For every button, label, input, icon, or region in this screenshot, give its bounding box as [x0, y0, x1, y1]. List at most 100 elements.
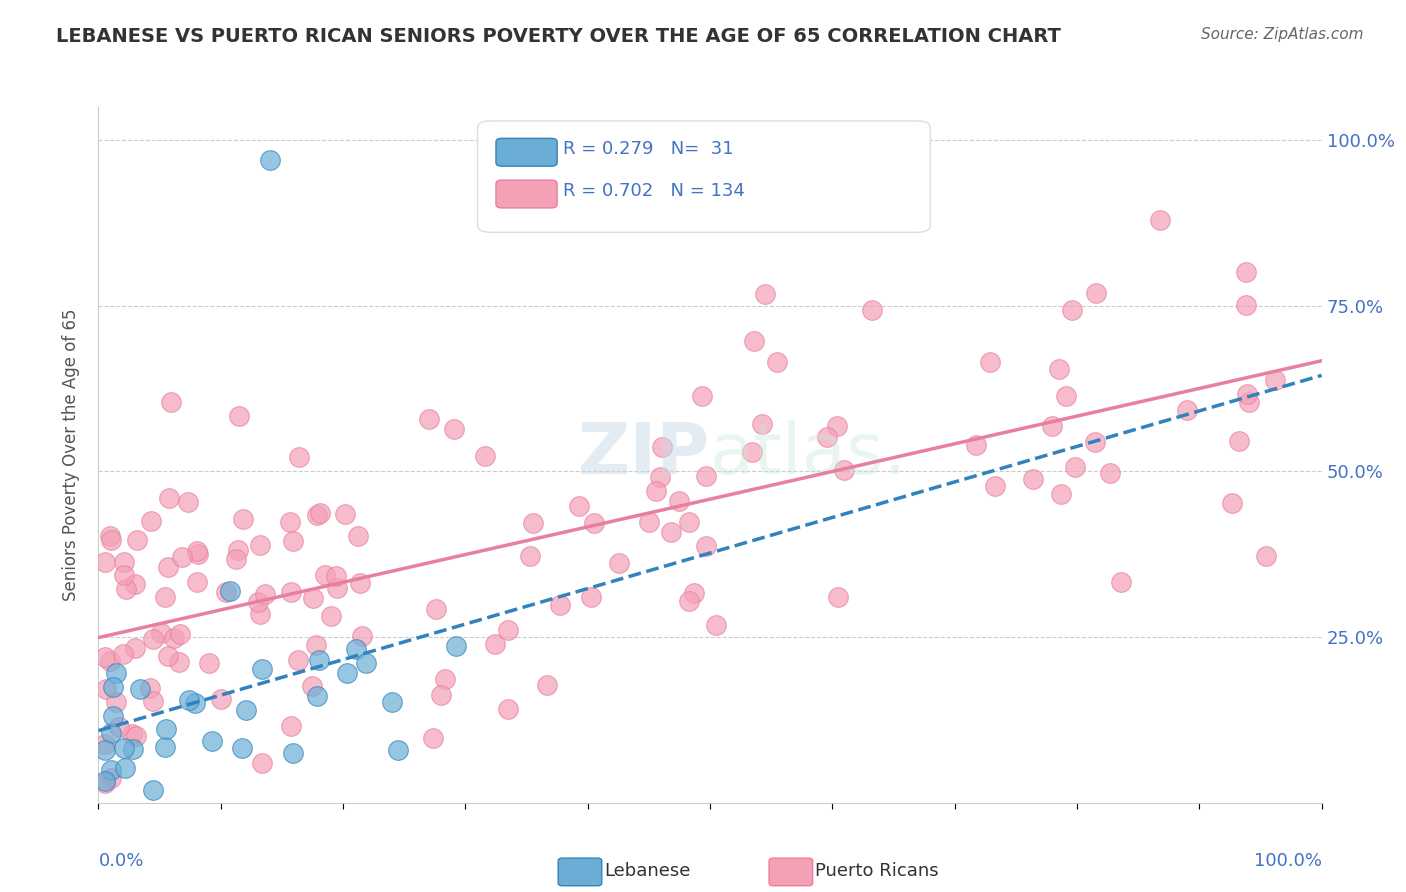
- Point: [1109, 575, 1132, 590]
- Point: [280, 515, 302, 529]
- Point: [308, 653, 330, 667]
- Point: [443, 422, 465, 436]
- Point: [100, 725, 122, 739]
- Point: [1062, 303, 1084, 318]
- Point: [125, 533, 148, 547]
- Point: [157, 560, 180, 574]
- Point: [170, 550, 193, 565]
- Point: [536, 678, 558, 692]
- FancyBboxPatch shape: [496, 138, 557, 166]
- Point: [112, 740, 135, 755]
- Point: [984, 479, 1007, 493]
- Point: [112, 567, 135, 582]
- Point: [305, 508, 328, 522]
- Point: [381, 695, 404, 709]
- Point: [103, 680, 125, 694]
- Point: [96, 681, 118, 696]
- Point: [519, 549, 541, 563]
- Point: [93, 650, 115, 665]
- Point: [347, 529, 370, 543]
- Point: [550, 598, 572, 612]
- Point: [100, 771, 122, 785]
- Point: [754, 286, 776, 301]
- Point: [1149, 212, 1171, 227]
- Point: [163, 631, 186, 645]
- Point: [209, 692, 232, 706]
- Point: [321, 608, 343, 623]
- Text: Puerto Ricans: Puerto Ricans: [815, 863, 939, 880]
- Point: [1084, 435, 1107, 450]
- Point: [254, 587, 277, 601]
- Point: [252, 662, 274, 676]
- Text: 0.0%: 0.0%: [98, 852, 143, 870]
- Text: Lebanese: Lebanese: [605, 863, 690, 880]
- Point: [104, 666, 127, 681]
- Point: [496, 702, 519, 716]
- Point: [314, 567, 336, 582]
- Point: [259, 153, 281, 167]
- FancyBboxPatch shape: [496, 180, 557, 208]
- Point: [1234, 265, 1257, 279]
- Text: 100.0%: 100.0%: [1254, 852, 1322, 870]
- Point: [422, 731, 444, 745]
- Point: [288, 450, 311, 465]
- Point: [93, 774, 115, 789]
- Text: Source: ZipAtlas.com: Source: ZipAtlas.com: [1201, 27, 1364, 42]
- Point: [1227, 434, 1250, 448]
- Point: [155, 722, 177, 736]
- Point: [101, 708, 124, 723]
- Point: [1054, 389, 1077, 403]
- Point: [1236, 387, 1258, 401]
- Point: [638, 515, 661, 529]
- Point: [1084, 286, 1107, 301]
- Point: [741, 445, 763, 459]
- Point: [155, 739, 177, 754]
- Point: [695, 468, 717, 483]
- Point: [201, 734, 224, 748]
- Point: [124, 640, 146, 655]
- Point: [107, 720, 129, 734]
- Point: [100, 763, 122, 777]
- Point: [184, 696, 207, 710]
- Point: [766, 355, 789, 369]
- Point: [678, 515, 700, 529]
- Point: [751, 417, 773, 431]
- Point: [309, 507, 332, 521]
- Point: [104, 695, 127, 709]
- Point: [142, 632, 165, 647]
- Point: [156, 648, 179, 663]
- Text: LEBANESE VS PUERTO RICAN SENIORS POVERTY OVER THE AGE OF 65 CORRELATION CHART: LEBANESE VS PUERTO RICAN SENIORS POVERTY…: [56, 27, 1062, 45]
- Point: [1050, 486, 1073, 500]
- Point: [121, 742, 143, 756]
- Point: [246, 595, 269, 609]
- Point: [93, 737, 115, 751]
- Point: [249, 607, 271, 621]
- Point: [301, 679, 323, 693]
- Point: [252, 756, 274, 771]
- Point: [827, 590, 849, 604]
- Point: [124, 577, 146, 591]
- Point: [169, 627, 191, 641]
- Point: [695, 539, 717, 553]
- Point: [94, 555, 117, 569]
- Point: [305, 638, 328, 652]
- Point: [115, 582, 138, 596]
- Point: [112, 556, 135, 570]
- FancyBboxPatch shape: [478, 121, 931, 232]
- Point: [281, 747, 304, 761]
- Point: [280, 719, 302, 733]
- Point: [354, 656, 377, 670]
- Y-axis label: Seniors Poverty Over the Age of 65: Seniors Poverty Over the Age of 65: [62, 309, 80, 601]
- Point: [678, 594, 700, 608]
- Point: [825, 419, 848, 434]
- Text: R = 0.279   N=  31: R = 0.279 N= 31: [564, 140, 734, 158]
- Point: [325, 568, 347, 582]
- Point: [153, 591, 176, 605]
- Point: [98, 654, 121, 668]
- Point: [141, 514, 163, 528]
- Point: [186, 543, 208, 558]
- Point: [302, 591, 325, 605]
- Point: [177, 494, 200, 508]
- Text: ZIP: ZIP: [578, 420, 710, 490]
- Point: [235, 703, 257, 717]
